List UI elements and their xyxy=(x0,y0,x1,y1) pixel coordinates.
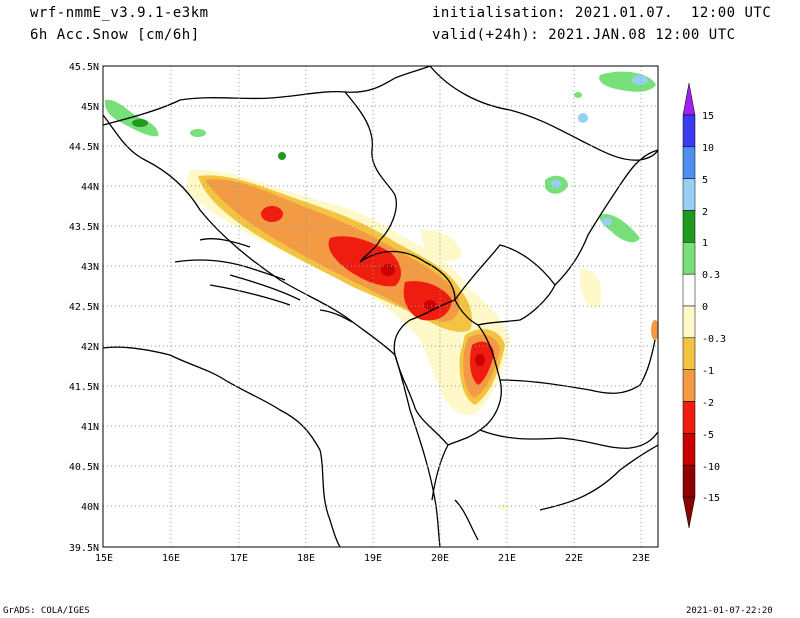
snow-patch-light xyxy=(420,229,462,262)
kosovo-border xyxy=(454,244,556,326)
colorbar-label: -15 xyxy=(702,493,720,504)
lon-label: 15E xyxy=(95,553,113,564)
lon-label: 20E xyxy=(431,553,449,564)
lon-label: 18E xyxy=(297,553,315,564)
colorbar-segment xyxy=(682,401,696,434)
lat-label: 42.5N xyxy=(69,302,99,313)
colorbar-label: 2 xyxy=(702,207,708,218)
colorbar: 15 10 5 2 1 0.3 0 -0.3 -1 -2 -5 -10 -15 xyxy=(682,82,726,529)
field-title: 6h Acc.Snow [cm/6h] xyxy=(30,27,200,43)
danube-border xyxy=(429,66,658,161)
croatia-north-border xyxy=(103,66,431,126)
lon-label: 16E xyxy=(162,553,180,564)
macedonia-bulgaria-border xyxy=(499,339,656,394)
colorbar-labels: 15 10 5 2 1 0.3 0 -0.3 -1 -2 -5 -10 -15 xyxy=(702,111,726,504)
timestamp-text: 2021-01-07-22:20 xyxy=(686,606,773,616)
lat-label: 41.5N xyxy=(69,382,99,393)
colorbar-label: 10 xyxy=(702,143,714,154)
lon-label: 22E xyxy=(565,553,583,564)
montenegro-border xyxy=(359,250,456,356)
boundaries-layer xyxy=(103,66,658,547)
lon-label: 23E xyxy=(632,553,650,564)
pos-core-ne xyxy=(632,75,648,85)
lat-label: 45N xyxy=(81,102,99,113)
colorbar-segment xyxy=(682,305,696,339)
albania-inner-border xyxy=(394,354,449,446)
colorbar-segment xyxy=(682,369,696,402)
italy-coastline xyxy=(103,346,341,547)
snow-core-dark-1 xyxy=(381,264,395,276)
lat-label: 43N xyxy=(81,262,99,273)
colorbar-label: -1 xyxy=(702,366,714,377)
dalmatian-islands xyxy=(174,238,353,323)
colorbar-segment xyxy=(682,433,696,466)
adriatic-coastline xyxy=(103,114,441,547)
lat-label: 45.5N xyxy=(69,62,99,73)
colorbar-label: 0.3 xyxy=(702,270,720,281)
lat-label: 42N xyxy=(81,342,99,353)
colorbar-label: 0 xyxy=(702,302,708,313)
snow-field-layer xyxy=(104,71,658,510)
lat-axis: 45.5N 45N 44.5N 44N 43.5N 43N 42.5N 42N … xyxy=(69,62,99,554)
lat-label: 43.5N xyxy=(69,222,99,233)
map-frame xyxy=(102,65,659,548)
colorbar-segments xyxy=(682,114,696,498)
pos-core-nw xyxy=(132,119,148,127)
colorbar-segment xyxy=(682,242,696,275)
lat-label: 44.5N xyxy=(69,142,99,153)
colorbar-label: 15 xyxy=(702,111,714,122)
lon-label: 17E xyxy=(230,553,248,564)
colorbar-segment xyxy=(682,210,696,243)
pos-patch-ro4 xyxy=(574,92,582,98)
lat-label: 41N xyxy=(81,422,99,433)
pos-patch-nw xyxy=(104,99,159,137)
lat-label: 40.5N xyxy=(69,462,99,473)
serbia-west-border xyxy=(344,91,397,263)
model-title: wrf-nmmE_v3.9.1-e3km xyxy=(30,5,209,21)
pos-patch-ro3 xyxy=(578,113,588,123)
lon-label: 21E xyxy=(498,553,516,564)
colorbar-segment xyxy=(682,464,696,498)
pos-core-ro1 xyxy=(551,180,561,188)
colorbar-bottom-arrow xyxy=(682,496,696,529)
pos-patch-2 xyxy=(190,129,206,137)
lat-label: 39.5N xyxy=(69,543,99,554)
snow-dot-south xyxy=(499,504,507,510)
colorbar-top-arrow xyxy=(682,82,696,116)
colorbar-segment xyxy=(682,273,696,307)
snow-core-dark-3 xyxy=(475,354,485,366)
snow-core-dark-2 xyxy=(424,300,436,310)
snow-edge-east xyxy=(651,320,658,340)
pos-core-ro2 xyxy=(602,218,612,226)
colorbar-label: -10 xyxy=(702,462,720,473)
colorbar-label: -0.3 xyxy=(702,334,726,345)
colorbar-segment xyxy=(682,337,696,370)
credit-text: GrADS: COLA/IGES xyxy=(3,606,90,616)
lat-label: 44N xyxy=(81,182,99,193)
snow-patch-light-east xyxy=(580,269,602,309)
serbia-bulgaria-border xyxy=(554,149,658,286)
gridlines xyxy=(103,66,658,547)
lon-label: 19E xyxy=(364,553,382,564)
greece-coast xyxy=(454,444,658,541)
colorbar-label: -2 xyxy=(702,398,714,409)
colorbar-segment xyxy=(682,114,696,148)
init-time: initialisation: 2021.01.07. 12:00 UTC xyxy=(432,5,772,21)
greece-north-border xyxy=(479,429,658,449)
valid-time: valid(+24h): 2021.JAN.08 12:00 UTC xyxy=(432,27,736,43)
colorbar-segment xyxy=(682,146,696,179)
snow-core-1 xyxy=(261,206,283,222)
colorbar-label: -5 xyxy=(702,430,714,441)
pos-patch-3 xyxy=(278,152,286,160)
lat-label: 40N xyxy=(81,502,99,513)
colorbar-label: 5 xyxy=(702,175,708,186)
lon-axis: 15E 16E 17E 18E 19E 20E 21E 22E 23E xyxy=(95,553,650,564)
colorbar-label: 1 xyxy=(702,238,708,249)
colorbar-segment xyxy=(682,178,696,211)
